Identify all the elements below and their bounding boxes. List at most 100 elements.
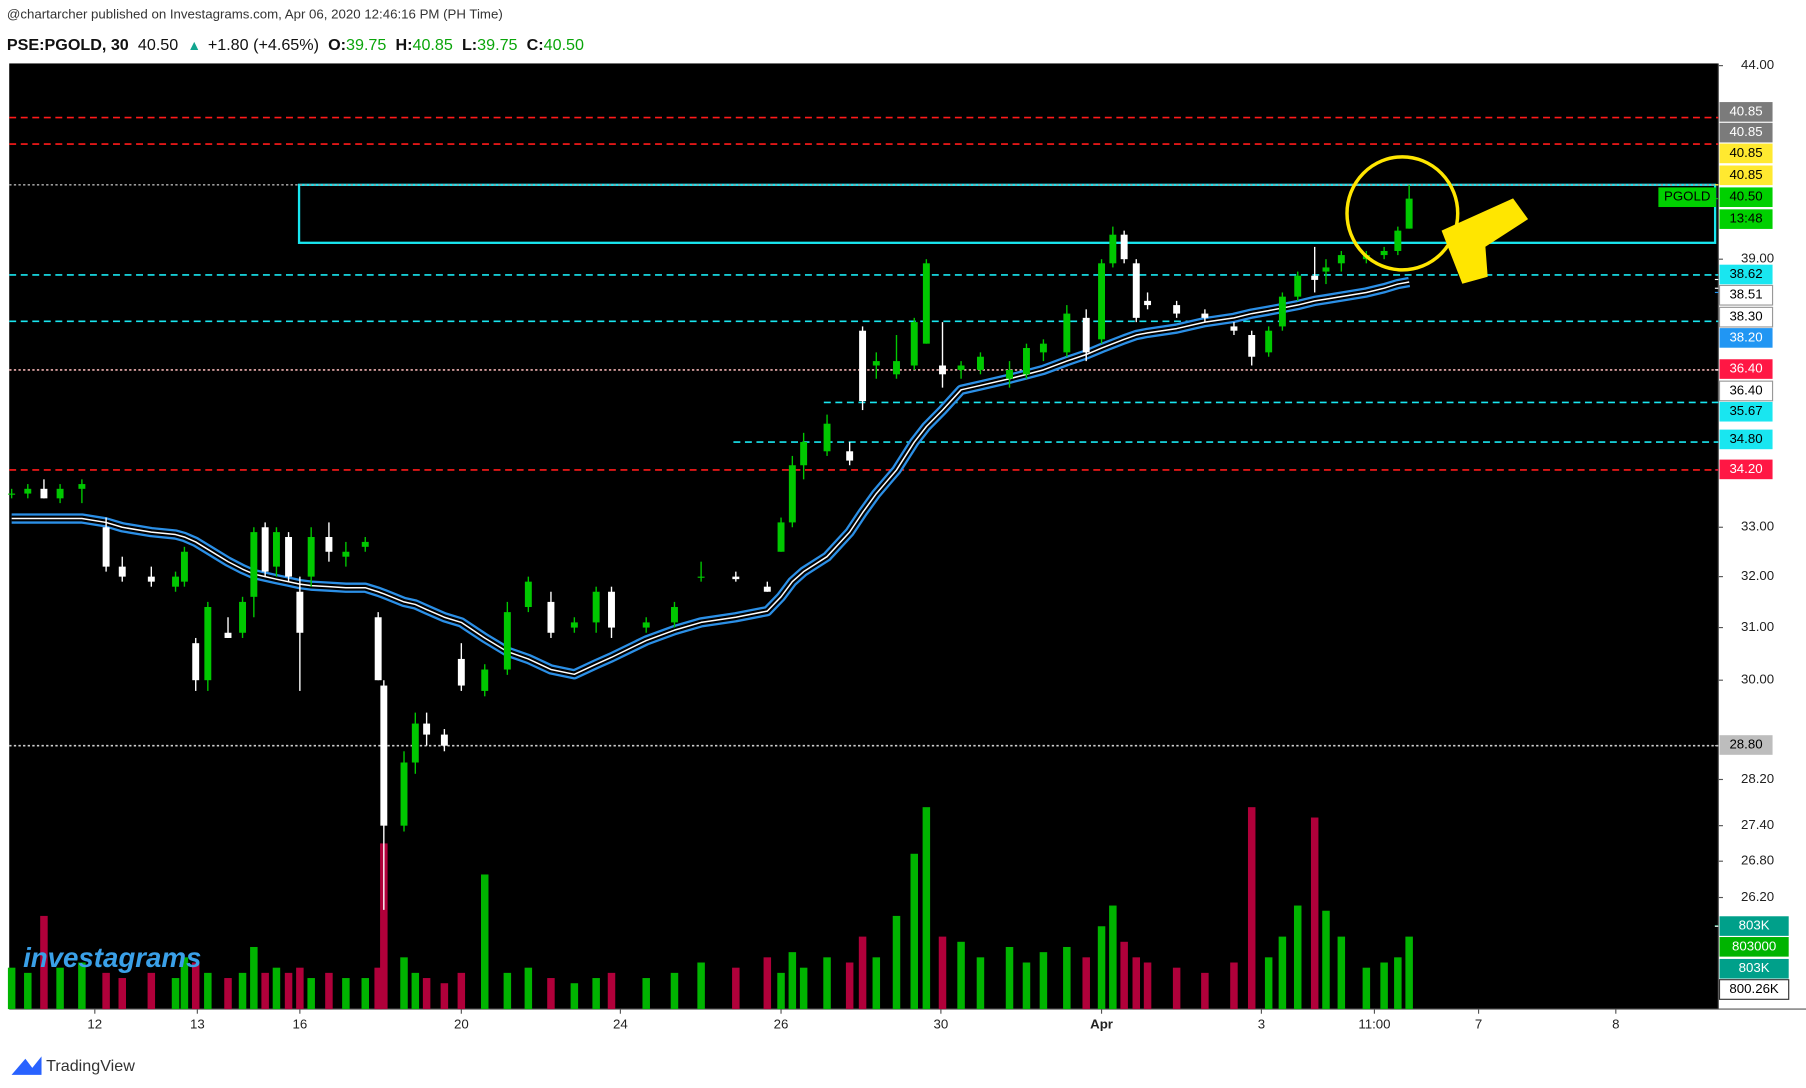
- volume-bar: [503, 972, 512, 1010]
- close: 40.50: [544, 36, 584, 54]
- candle-body: [1278, 296, 1286, 327]
- candle-body: [325, 537, 333, 552]
- price-label: 13:48: [1729, 211, 1762, 226]
- volume-bar: [1022, 962, 1031, 1010]
- candle-body: [1230, 326, 1238, 331]
- watermark: investagrams: [23, 942, 201, 973]
- candle-body: [524, 581, 532, 608]
- x-tick-label: 26: [774, 1017, 789, 1032]
- volume-bar: [1405, 936, 1413, 1010]
- candle-body: [40, 488, 48, 499]
- price-label: 28.80: [1729, 737, 1762, 752]
- volume-bar: [1310, 817, 1319, 1010]
- price-label: 38.51: [1729, 287, 1762, 302]
- y-tick-label: 32.00: [1741, 568, 1774, 583]
- volume-bar: [24, 972, 32, 1010]
- candle-body: [250, 532, 258, 597]
- candle-body: [56, 488, 64, 499]
- candle-body: [78, 484, 86, 489]
- symbol-tag: PGOLD: [1664, 189, 1710, 204]
- volume-bar: [858, 936, 867, 1010]
- volume-bar: [272, 967, 281, 1010]
- price-label: 35.67: [1729, 403, 1762, 418]
- candle-body: [1132, 263, 1140, 318]
- candle-body: [503, 612, 511, 670]
- open-label: O:: [328, 36, 346, 54]
- volume-bar: [1120, 941, 1128, 1010]
- volume-bar: [480, 874, 489, 1010]
- volume-label-box: [1719, 916, 1789, 936]
- candle-body: [763, 586, 771, 592]
- volume-bar: [261, 972, 269, 1010]
- volume-bar: [910, 853, 918, 1010]
- candle-body: [1109, 234, 1117, 264]
- x-tick-label: 8: [1612, 1017, 1619, 1032]
- volume-bar: [361, 978, 370, 1010]
- candle-body: [777, 522, 785, 552]
- candle-body: [570, 622, 578, 628]
- volume-bar: [1380, 962, 1388, 1010]
- plot-area: [9, 63, 1719, 1010]
- volume-bar: [1172, 967, 1181, 1010]
- candle-body: [261, 527, 269, 572]
- candle-body: [1311, 275, 1319, 280]
- volume-bar: [1230, 962, 1238, 1010]
- volume-bar: [1362, 967, 1371, 1010]
- volume-bar: [763, 957, 772, 1010]
- volume-bar: [204, 972, 212, 1010]
- candle-body: [1082, 317, 1090, 353]
- volume-bar: [1293, 905, 1302, 1010]
- volume-bar: [697, 962, 705, 1010]
- y-tick-label: 26.80: [1741, 853, 1774, 868]
- volume-label: 803K: [1739, 918, 1770, 933]
- candle-body: [307, 537, 315, 577]
- candle-body: [374, 617, 382, 681]
- volume-bar: [922, 807, 931, 1010]
- price-label: 38.20: [1729, 329, 1762, 344]
- candle-body: [400, 762, 408, 826]
- price-label: 34.20: [1729, 461, 1762, 476]
- last-price: 40.50: [138, 36, 178, 54]
- volume-bar: [732, 967, 740, 1010]
- candle-body: [204, 607, 212, 681]
- volume-bar: [976, 957, 985, 1010]
- price-label-box: [1719, 429, 1773, 450]
- candle-body: [239, 601, 247, 633]
- candle-body: [939, 365, 946, 375]
- price-label: 40.85: [1729, 103, 1762, 118]
- candle-body: [1173, 305, 1181, 314]
- candle-body: [1380, 250, 1388, 256]
- candle-body: [224, 632, 232, 638]
- candle-body: [457, 658, 465, 686]
- volume-bar: [642, 978, 650, 1010]
- candle-body: [1098, 263, 1106, 340]
- candle-body: [172, 576, 179, 587]
- y-tick-label: 27.40: [1741, 817, 1774, 832]
- candle-body: [1337, 255, 1345, 264]
- volume-bar: [7, 967, 16, 1010]
- price-label-box: [1719, 209, 1773, 229]
- volume-bar: [788, 952, 797, 1010]
- highlight-circle: [1345, 155, 1460, 272]
- candle-body: [296, 591, 304, 633]
- arrow-pointer: [1441, 198, 1529, 284]
- volume-bar: [607, 972, 616, 1010]
- price-label: 40.85: [1729, 167, 1762, 182]
- volume-bar: [147, 972, 156, 1010]
- volume-bar: [1143, 962, 1152, 1010]
- volume-bar: [1097, 926, 1106, 1010]
- candle-body: [1144, 300, 1152, 306]
- close-label: C:: [527, 36, 544, 54]
- published-note: @chartarcher published on Investagrams.c…: [7, 7, 503, 22]
- price-label-box: [1718, 306, 1774, 328]
- candle-body: [272, 532, 280, 567]
- volume-bar: [670, 972, 679, 1010]
- x-tick-label: 12: [87, 1017, 102, 1032]
- volume-bar: [250, 946, 258, 1010]
- price-label-box: [1719, 187, 1773, 208]
- volume-bar: [777, 972, 785, 1010]
- candle-body: [8, 493, 16, 495]
- candle-body: [24, 488, 32, 494]
- candle-body: [147, 576, 155, 582]
- candle-body: [547, 601, 555, 633]
